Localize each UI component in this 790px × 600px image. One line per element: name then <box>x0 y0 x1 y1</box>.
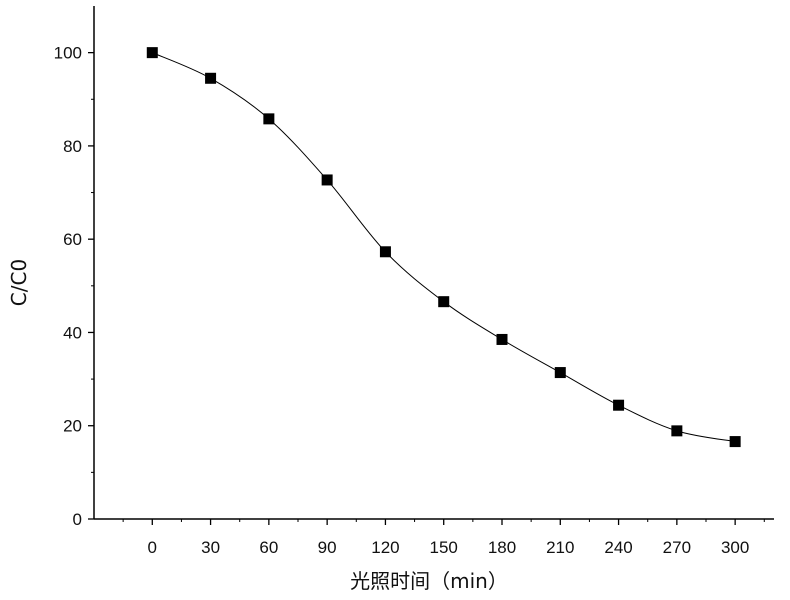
x-tick-label: 240 <box>604 538 632 557</box>
data-point-marker <box>497 334 508 345</box>
y-tick-label: 80 <box>63 137 82 156</box>
x-tick-label: 300 <box>721 538 749 557</box>
y-tick-label: 0 <box>73 510 82 529</box>
axes <box>94 6 774 519</box>
x-tick-label: 180 <box>488 538 516 557</box>
y-tick-label: 20 <box>63 417 82 436</box>
ticks: 0 20 40 60 80 100 0 30 60 90 120 150 180 210 240 270 300 <box>54 44 765 557</box>
data-point-marker <box>555 367 566 378</box>
data-point-marker <box>613 400 624 411</box>
data-point-marker <box>730 436 741 447</box>
x-tick-label: 270 <box>663 538 691 557</box>
y-tick-label: 100 <box>54 44 82 63</box>
x-tick-label: 0 <box>148 538 157 557</box>
data-point-marker <box>671 425 682 436</box>
data-point-marker <box>438 296 449 307</box>
x-tick-label: 120 <box>371 538 399 557</box>
y-axis-title: C/C0 <box>7 259 31 306</box>
data-point-marker <box>263 113 274 124</box>
data-point-marker <box>322 174 333 185</box>
y-tick-label: 40 <box>63 323 82 342</box>
x-tick-label: 60 <box>259 538 278 557</box>
x-tick-label: 150 <box>430 538 458 557</box>
data-point-marker <box>380 246 391 257</box>
x-axis-title: 光照时间（min） <box>350 569 508 593</box>
y-tick-label: 60 <box>63 230 82 249</box>
x-tick-label: 90 <box>318 538 337 557</box>
series-group <box>147 47 741 447</box>
data-point-marker <box>147 47 158 58</box>
series-line <box>152 53 735 442</box>
data-point-marker <box>205 73 216 84</box>
x-tick-label: 210 <box>546 538 574 557</box>
x-tick-label: 30 <box>201 538 220 557</box>
